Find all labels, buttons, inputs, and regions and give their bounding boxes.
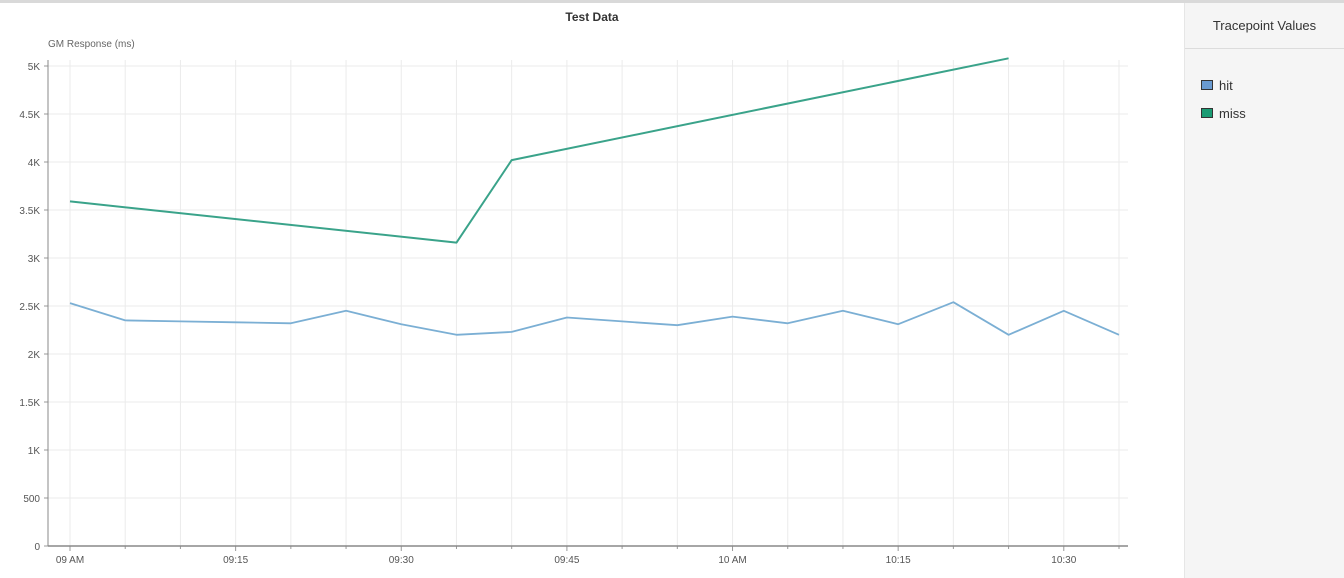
series-line-hit: [69, 301, 1120, 336]
y-tick-label: 1K: [28, 446, 41, 457]
x-tick-label: 10:15: [886, 555, 911, 566]
legend-item-hit[interactable]: hit: [1201, 71, 1344, 99]
tracepoint-values-title: Tracepoint Values: [1185, 3, 1344, 49]
line-chart: 0 500 1K 1.5K 2K 2.5K 3K 3.5K 4K 4.5K 5K 09 AM 09:15…: [19, 10, 1128, 566]
chart-panel: 0 500 1K 1.5K 2K 2.5K 3K 3.5K 4K 4.5K 5K 09 AM 09:15…: [0, 3, 1184, 578]
legend-item-miss[interactable]: miss: [1201, 99, 1344, 127]
y-tick-label: 3K: [28, 254, 41, 265]
x-tick-label: 09:45: [554, 555, 579, 566]
y-tick-label: 0: [34, 542, 40, 553]
top-border: [0, 0, 1344, 3]
legend: hit miss: [1185, 49, 1344, 127]
y-tick-label: 5K: [28, 62, 41, 73]
x-tick-label: 09 AM: [56, 555, 84, 566]
x-tick-label: 10:30: [1051, 555, 1076, 566]
grid-layer: [48, 60, 1128, 546]
series-layer: [69, 57, 1120, 336]
y-tick-label: 4.5K: [19, 110, 40, 121]
y-tick-label: 2K: [28, 350, 41, 361]
axis-layer: 0 500 1K 1.5K 2K 2.5K 3K 3.5K 4K 4.5K 5K 09 AM 09:15…: [19, 60, 1128, 566]
y-tick-label: 500: [23, 494, 40, 505]
legend-swatch: [1201, 108, 1213, 118]
y-axis-label: GM Response (ms): [48, 39, 135, 50]
y-tick-label: 1.5K: [19, 398, 40, 409]
tracepoint-values-panel: Tracepoint Values hit miss: [1184, 3, 1344, 578]
series-line-miss: [69, 57, 1009, 244]
legend-label: hit: [1219, 77, 1233, 93]
y-tick-label: 2.5K: [19, 302, 40, 313]
chart-title: Test Data: [565, 10, 618, 24]
y-tick-label: 3.5K: [19, 206, 40, 217]
x-tick-label: 09:15: [223, 555, 248, 566]
y-tick-label: 4K: [28, 158, 41, 169]
legend-swatch: [1201, 80, 1213, 90]
legend-label: miss: [1219, 105, 1246, 121]
x-tick-label: 10 AM: [718, 555, 746, 566]
x-tick-label: 09:30: [389, 555, 414, 566]
